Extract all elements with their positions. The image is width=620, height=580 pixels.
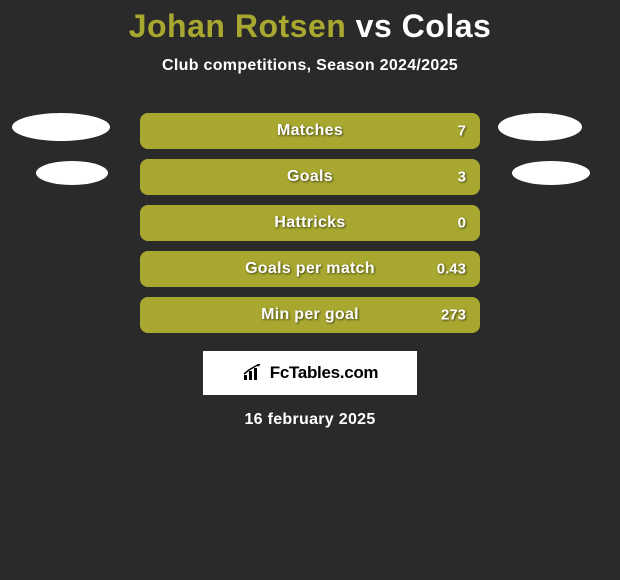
stat-label: Goals per match xyxy=(245,260,375,278)
player1-name: Johan Rotsen xyxy=(129,8,347,44)
decorative-ellipse xyxy=(498,113,582,141)
stat-label: Goals xyxy=(287,168,333,186)
decorative-ellipse xyxy=(36,161,108,185)
stat-label: Hattricks xyxy=(274,214,345,232)
stat-label: Matches xyxy=(277,122,343,140)
comparison-card: Johan Rotsen vs Colas Club competitions,… xyxy=(0,0,620,429)
stat-value-right: 273 xyxy=(441,307,466,324)
stat-bar: Min per goal 273 xyxy=(140,297,480,333)
date-text: 16 february 2025 xyxy=(244,411,375,429)
stat-value-right: 3 xyxy=(458,169,466,186)
stat-value-right: 0 xyxy=(458,215,466,232)
decorative-ellipse xyxy=(12,113,110,141)
stat-value-right: 7 xyxy=(458,123,466,140)
stat-row: Min per goal 273 xyxy=(0,297,620,333)
stats-area: Matches 7 Goals 3 Hattricks 0 Goals per match 0… xyxy=(0,113,620,333)
brand-text: FcTables.com xyxy=(270,363,379,383)
page-title: Johan Rotsen vs Colas xyxy=(129,8,492,45)
stat-bar: Goals per match 0.43 xyxy=(140,251,480,287)
player2-name: Colas xyxy=(402,8,492,44)
stat-row: Goals per match 0.43 xyxy=(0,251,620,287)
stat-row: Hattricks 0 xyxy=(0,205,620,241)
footer-logo[interactable]: FcTables.com xyxy=(203,351,417,395)
chart-icon xyxy=(242,364,264,382)
vs-text: vs xyxy=(356,8,393,44)
decorative-ellipse xyxy=(512,161,590,185)
stat-bar: Goals 3 xyxy=(140,159,480,195)
stat-label: Min per goal xyxy=(261,306,359,324)
subtitle: Club competitions, Season 2024/2025 xyxy=(162,57,458,75)
stat-bar: Hattricks 0 xyxy=(140,205,480,241)
stat-bar: Matches 7 xyxy=(140,113,480,149)
stat-value-right: 0.43 xyxy=(437,261,466,278)
